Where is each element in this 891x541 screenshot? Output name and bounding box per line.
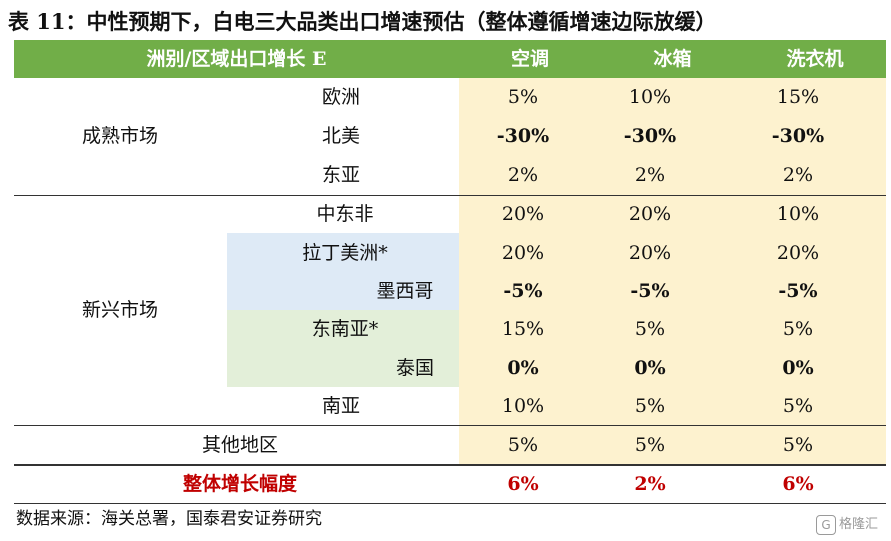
total-row-label: 整体增长幅度: [182, 473, 297, 495]
header-refrigerator: 冰箱: [653, 48, 692, 70]
value-cell: 20%: [628, 242, 672, 264]
southeast-asia-highlight: [227, 310, 459, 387]
value-cell: 5%: [634, 395, 666, 417]
value-cell: 20%: [628, 203, 672, 225]
table-title: 表 11：中性预期下，白电三大品类出口增速预估（整体遵循增速边际放缓）: [8, 9, 717, 34]
divider-total: [14, 464, 886, 466]
divider-emerging: [14, 425, 886, 426]
group-emerging-markets: 新兴市场: [81, 299, 158, 321]
value-cell: 2%: [782, 164, 814, 186]
value-cell: 10%: [628, 86, 672, 108]
value-cell: 20%: [501, 242, 545, 264]
value-cell: 10%: [501, 395, 545, 417]
value-cell: 5%: [782, 318, 814, 340]
value-cell: -5%: [503, 280, 543, 302]
latin-america-highlight: [227, 233, 459, 310]
divider-mature: [14, 195, 886, 196]
value-area-background: [459, 78, 886, 466]
row-label-latin-america: 拉丁美洲*: [302, 242, 388, 264]
value-cell: 15%: [501, 318, 545, 340]
header-washing-machine: 洗衣机: [786, 48, 844, 70]
value-cell: 20%: [776, 242, 820, 264]
value-cell: 2%: [634, 164, 666, 186]
logo-text: 格隆汇: [839, 517, 879, 532]
total-value-cell: 2%: [634, 473, 666, 495]
value-cell: -5%: [630, 280, 670, 302]
table-header-bar: [14, 40, 886, 78]
header-air-conditioner: 空调: [510, 48, 549, 70]
total-value-cell: 6%: [782, 473, 814, 495]
value-cell: 5%: [782, 434, 814, 456]
value-cell: -5%: [778, 280, 818, 302]
divider-bottom: [14, 503, 886, 504]
row-label-southeast-asia: 东南亚*: [311, 318, 379, 340]
value-cell: -30%: [623, 125, 677, 147]
row-label-thailand: 泰国: [395, 357, 434, 379]
row-label-europe: 欧洲: [321, 86, 360, 108]
value-cell: 0%: [634, 357, 666, 379]
total-value-cell: 6%: [507, 473, 539, 495]
value-cell: 0%: [507, 357, 539, 379]
data-source-note: 数据来源：海关总署，国泰君安证券研究: [16, 509, 322, 529]
group-mature-markets: 成熟市场: [81, 125, 158, 147]
value-cell: 5%: [782, 395, 814, 417]
logo-icon: G: [816, 514, 836, 535]
value-cell: 5%: [634, 434, 666, 456]
header-region-column: 洲别/区域出口增长 E: [146, 48, 327, 70]
row-label-mexico: 墨西哥: [376, 280, 434, 302]
value-cell: 5%: [507, 434, 539, 456]
value-cell: 2%: [507, 164, 539, 186]
value-cell: -30%: [496, 125, 550, 147]
row-label-east-asia: 东亚: [321, 164, 360, 186]
watermark-logo: G 格隆汇: [816, 513, 878, 537]
value-cell: 15%: [776, 86, 820, 108]
row-label-other-regions: 其他地区: [201, 434, 278, 456]
value-cell: 10%: [776, 203, 820, 225]
row-label-south-asia: 南亚: [321, 395, 360, 417]
value-cell: -30%: [771, 125, 825, 147]
value-cell: 5%: [507, 86, 539, 108]
value-cell: 5%: [634, 318, 666, 340]
row-label-north-america: 北美: [321, 125, 360, 147]
value-cell: 20%: [501, 203, 545, 225]
row-label-middle-east-africa: 中东非: [316, 203, 374, 225]
value-cell: 0%: [782, 357, 814, 379]
